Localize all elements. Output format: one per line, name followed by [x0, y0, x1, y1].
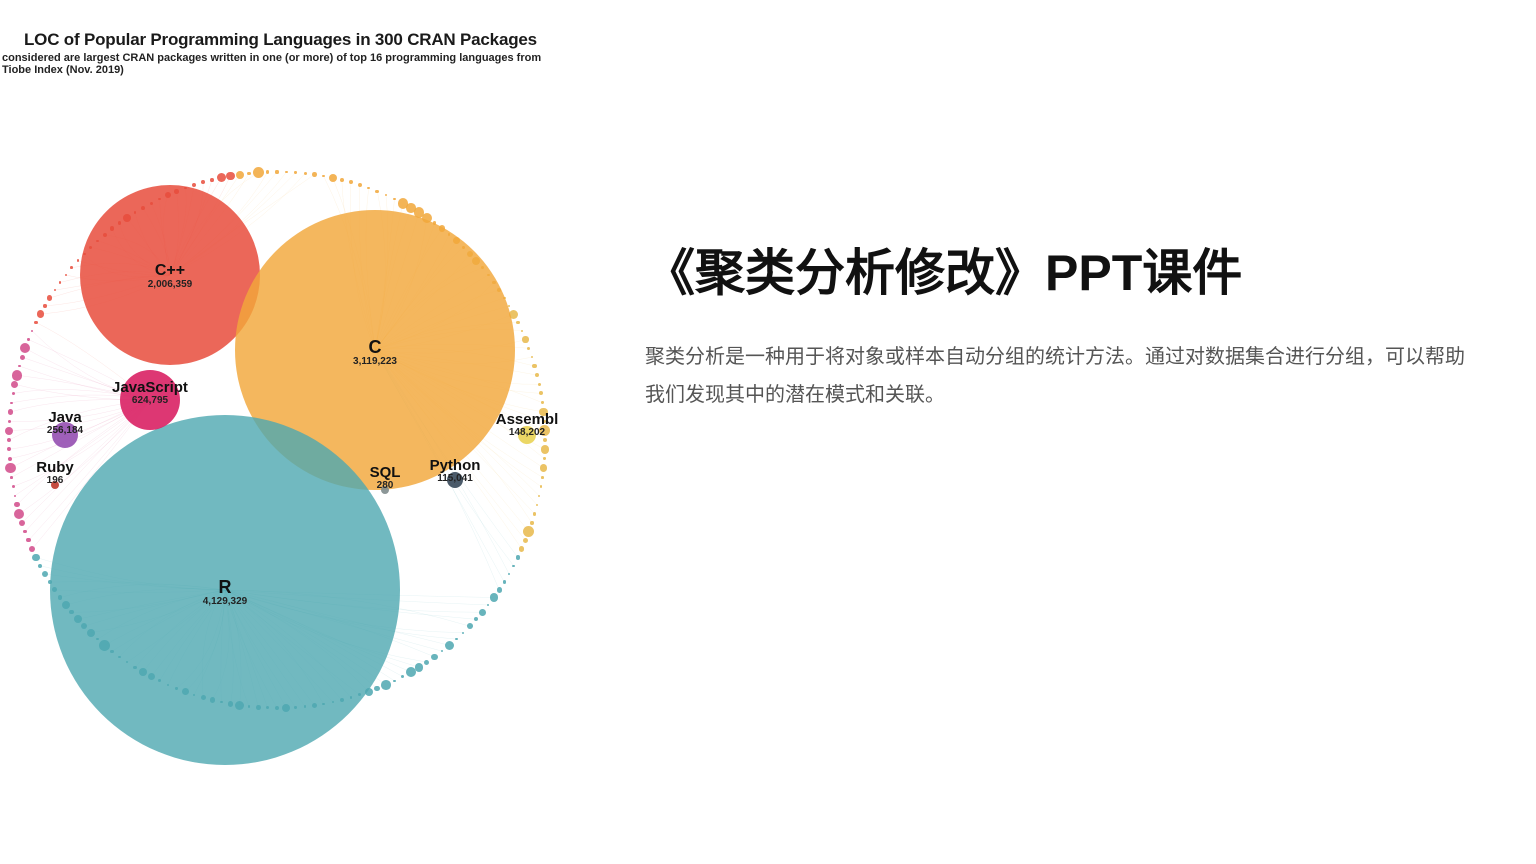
bubbles-layer: C++2,006,359 C3,119,223 R4,129,329 JavaScri… — [0, 80, 555, 800]
slide: LOC of Popular Programming Languages in … — [0, 0, 1536, 864]
chart-subtitle: considered are largest CRAN packages wri… — [2, 52, 555, 76]
content-panel: 《聚类分析修改》PPT课件 聚类分析是一种用于将对象或样本自动分组的统计方法。通… — [555, 0, 1536, 864]
bubble-label-ruby: Ruby196 — [10, 460, 100, 487]
bubble-label-asm: Assembl148,202 — [482, 412, 572, 439]
chart-panel: LOC of Popular Programming Languages in … — [0, 0, 555, 864]
bubble-label-java: Java256,184 — [20, 410, 110, 437]
chart-title: LOC of Popular Programming Languages in … — [24, 30, 555, 50]
bubble-label-cpp: C++2,006,359 — [110, 263, 230, 291]
bubble-label-python: Python115,041 — [410, 458, 500, 485]
body-text: 聚类分析是一种用于将对象或样本自动分组的统计方法。通过对数据集合进行分组，可以帮… — [645, 338, 1476, 414]
bubble-label-r: R4,129,329 — [165, 578, 285, 608]
page-title: 《聚类分析修改》PPT课件 — [645, 240, 1476, 308]
bubble-chart: C++2,006,359 C3,119,223 R4,129,329 JavaScri… — [0, 80, 555, 800]
bubble-label-c: C3,119,223 — [315, 338, 435, 368]
bubble-label-js: JavaScript624,795 — [105, 380, 195, 407]
